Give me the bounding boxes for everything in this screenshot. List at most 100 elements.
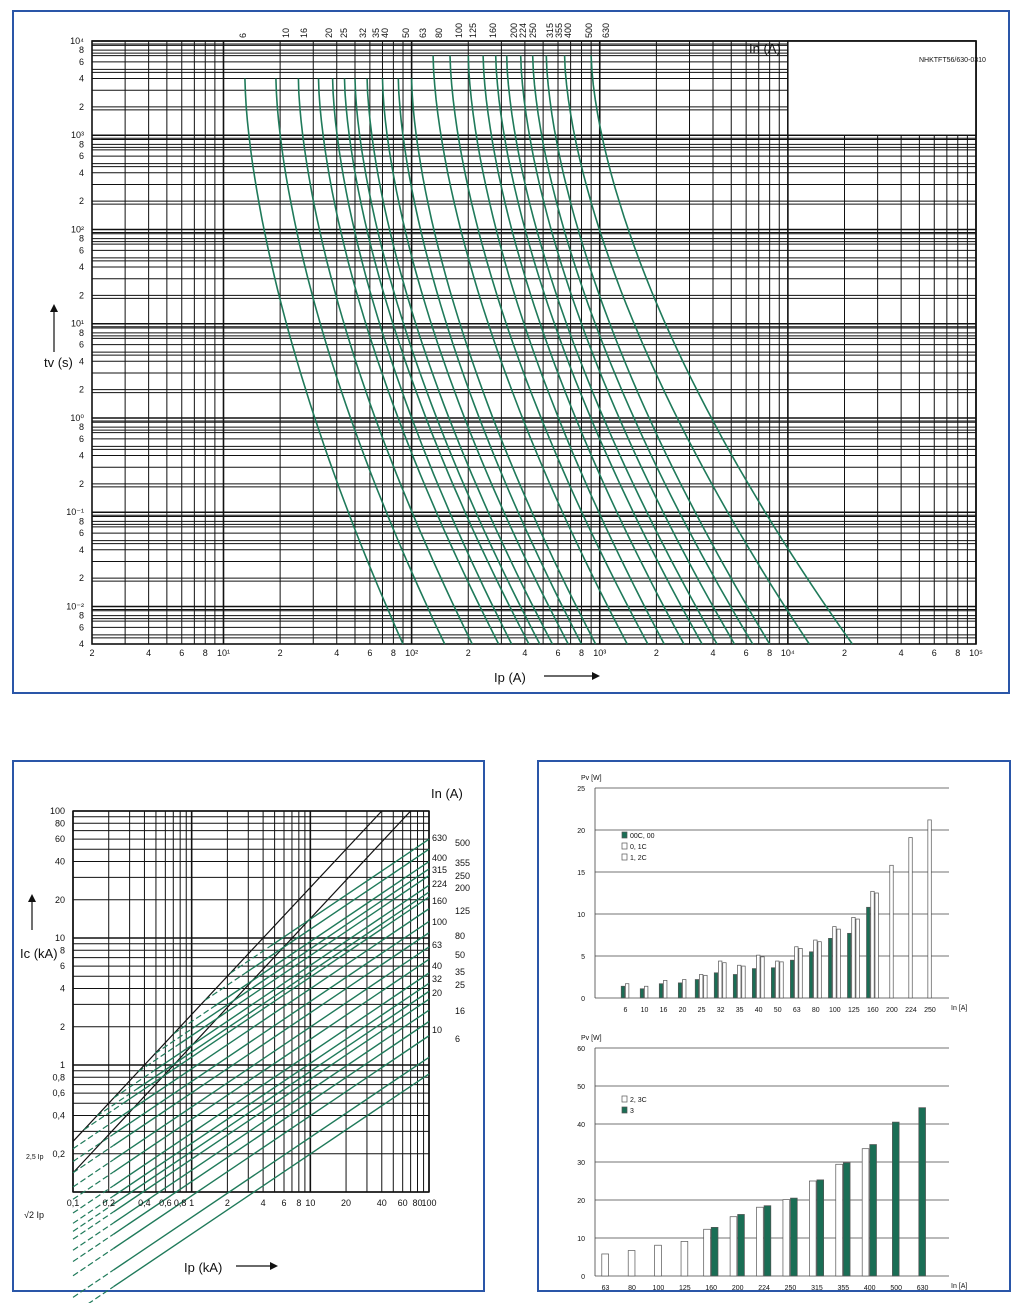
bar-00C00-63 bbox=[790, 959, 795, 999]
series-dashed-224 bbox=[96, 1088, 138, 1117]
y-tick-label: 40 bbox=[577, 1122, 585, 1129]
bar-12C-25 bbox=[703, 974, 708, 999]
x-tick-label: 2 bbox=[278, 648, 283, 658]
y-tick-label: 0,4 bbox=[52, 1111, 65, 1121]
y-tick-label: 100 bbox=[50, 806, 65, 816]
x-tick-label: 63 bbox=[793, 1007, 801, 1014]
y-tick-label: 4 bbox=[79, 451, 84, 461]
cutoff-current-panel: 0,1 0,2 0,4 0,6 0,8 1 2 4 6 8 10 20 40 60 80 100 100 80 60… bbox=[12, 760, 485, 1303]
series-curve-500 bbox=[563, 55, 810, 645]
bar-00C00-160 bbox=[866, 906, 871, 999]
series-dashed-16 bbox=[72, 1247, 114, 1277]
series-line-400 bbox=[213, 860, 430, 1007]
bar-3-224 bbox=[763, 1205, 772, 1277]
series-line-50 bbox=[113, 972, 430, 1187]
bar-23C-400 bbox=[861, 1148, 870, 1277]
series-curve-20 bbox=[317, 78, 500, 645]
bar-3-630 bbox=[918, 1107, 926, 1277]
x-tick-label: 224 bbox=[758, 1285, 770, 1292]
right-label-500: 500 bbox=[455, 838, 470, 848]
series-line-500 bbox=[245, 848, 430, 974]
series-line-40 bbox=[113, 982, 430, 1197]
y-tick-label: 8 bbox=[79, 139, 84, 149]
x-tick-label: 10³ bbox=[593, 648, 606, 658]
right-label-630: 630 bbox=[432, 833, 447, 843]
x-tick-label: 0,8 bbox=[174, 1198, 187, 1208]
y-tick-label: 6 bbox=[79, 528, 84, 538]
series-dashed-160 bbox=[72, 1120, 114, 1150]
y-tick-label: 30 bbox=[577, 1160, 585, 1167]
bar-23C-80 bbox=[627, 1250, 636, 1277]
ref-label-sqrt2ip: √2 Ip bbox=[24, 1210, 44, 1220]
series-line-80 bbox=[113, 946, 430, 1161]
right-label-35: 35 bbox=[455, 967, 465, 977]
time-current-panel: 6 10 16 20 25 32 35 40 50 63 80 100 125 160 200 224 250 3… bbox=[12, 10, 1010, 694]
x-tick-label: 100 bbox=[421, 1198, 436, 1208]
y-tick-label: 20 bbox=[577, 828, 585, 835]
x-tick-label: 315 bbox=[811, 1285, 823, 1292]
x-tick-label: 10² bbox=[405, 648, 418, 658]
y-tick-label: 10 bbox=[55, 933, 65, 943]
series-curve-630 bbox=[590, 55, 853, 645]
y-tick-label: 8 bbox=[79, 516, 84, 526]
y-tick-label: 6 bbox=[79, 245, 84, 255]
series-curve-63 bbox=[397, 78, 583, 645]
series-dashed-200 bbox=[83, 1101, 125, 1131]
y-tick-label: 10³ bbox=[71, 130, 84, 140]
bar-00C00-80 bbox=[809, 951, 814, 999]
curve-label-224: 224 bbox=[518, 23, 528, 38]
y-tick-label: 6 bbox=[60, 961, 65, 971]
x-tick-label: 0,2 bbox=[102, 1198, 115, 1208]
y-tick-label: 25 bbox=[577, 786, 585, 793]
bar-00C00-125 bbox=[847, 932, 852, 999]
curve-label-200: 200 bbox=[509, 23, 519, 38]
x-tick-label: 4 bbox=[899, 648, 904, 658]
bar-23C-224 bbox=[756, 1206, 764, 1277]
right-label-100: 100 bbox=[432, 917, 447, 927]
series-dashed-630 bbox=[229, 945, 272, 974]
right-label-315: 315 bbox=[432, 865, 447, 875]
x-tick-label: 2 bbox=[842, 648, 847, 658]
series-curve-315 bbox=[519, 55, 736, 645]
right-label-25: 25 bbox=[455, 980, 465, 990]
y-tick-label: 8 bbox=[79, 422, 84, 432]
curve-label-500: 500 bbox=[584, 23, 594, 38]
x-tick-label: 500 bbox=[890, 1285, 902, 1292]
y-tick-label: 6 bbox=[79, 434, 84, 444]
y-tick-label: 10⁻¹ bbox=[66, 507, 84, 517]
bar-12C-50 bbox=[779, 961, 784, 999]
series-dashed-35 bbox=[72, 1203, 114, 1232]
series-dashed-125 bbox=[72, 1133, 114, 1162]
series-curve-25 bbox=[331, 78, 513, 645]
series-curve-200 bbox=[482, 55, 685, 645]
legend-swatch bbox=[621, 853, 628, 861]
y-tick-label: 2 bbox=[79, 290, 84, 300]
bar-01C-125 bbox=[851, 917, 856, 999]
series-dashed-32 bbox=[72, 1211, 114, 1240]
legend-swatch bbox=[621, 1095, 628, 1103]
x-tick-label: 630 bbox=[917, 1285, 929, 1292]
curve-label-16: 16 bbox=[299, 28, 309, 38]
curve-label-160: 160 bbox=[488, 23, 498, 38]
right-label-6: 6 bbox=[455, 1034, 460, 1044]
bar-00C00-16 bbox=[658, 983, 664, 999]
right-label-10: 10 bbox=[432, 1025, 442, 1035]
bar-12C-35 bbox=[741, 965, 746, 999]
x-tick-label: 224 bbox=[905, 1007, 917, 1014]
series-line-224 bbox=[136, 891, 430, 1090]
ref-label-2.5ip: 2,5 Ip bbox=[26, 1154, 44, 1161]
series-line-25 bbox=[113, 1009, 430, 1224]
series-curve-160 bbox=[467, 55, 665, 645]
x-tick-label: 6 bbox=[367, 648, 372, 658]
y-tick-label: 4 bbox=[79, 262, 84, 272]
x-tick-label: 20 bbox=[341, 1198, 351, 1208]
series-dashed-400 bbox=[173, 1005, 215, 1035]
y-tick-label: 10 bbox=[577, 912, 585, 919]
x-tick-label: 0,4 bbox=[138, 1198, 151, 1208]
y-tick-label: 6 bbox=[79, 57, 84, 67]
series-curve-32 bbox=[343, 78, 530, 645]
x-tick-label: 4 bbox=[146, 648, 151, 658]
x-tick-label: 2 bbox=[89, 648, 94, 658]
power-loss-panel: 0 5 10 15 20 25 Pv [W] In [A] 6 10 16 20 25 32 35 40 50 6… bbox=[537, 760, 1011, 1292]
x-tick-label: 6 bbox=[932, 648, 937, 658]
